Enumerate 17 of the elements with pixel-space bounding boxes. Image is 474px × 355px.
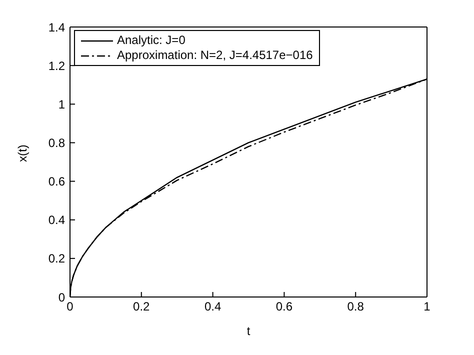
y-tick-label: 1.4	[48, 20, 66, 34]
y-tick-label: 1	[58, 97, 66, 112]
x-tick-label: 0.2	[133, 300, 150, 314]
x-tick-label: 0.8	[347, 300, 364, 314]
y-tick-label: 1.2	[48, 58, 66, 73]
x-tick-label: 0.4	[204, 300, 222, 314]
x-tick-label: 1	[424, 300, 431, 314]
legend-label: Analytic: J=0	[117, 33, 186, 48]
y-tick-label: 0.4	[48, 213, 66, 228]
y-axis-title: x(t)	[15, 144, 30, 162]
y-tick-label: 0	[58, 290, 66, 304]
y-tick-label: 0.2	[48, 252, 66, 266]
y-tick-label: 0.6	[48, 174, 66, 189]
legend-label: Approximation: N=2, J=4.4517e−016	[117, 48, 313, 63]
x-tick-label: 0.6	[276, 300, 293, 314]
x-axis-title: t	[246, 324, 251, 338]
y-tick-label: 0.8	[48, 136, 66, 150]
